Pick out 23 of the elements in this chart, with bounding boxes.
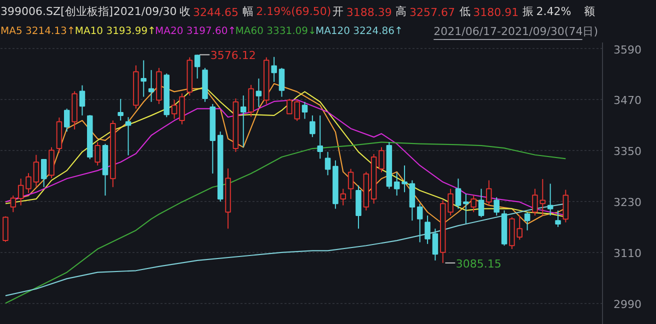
text: 额 (584, 5, 596, 18)
y-tick-label: 3110 (614, 246, 642, 260)
text: MA120 3224.86↑ (315, 26, 403, 37)
text: 开 3188.39 (332, 5, 392, 19)
text: 收 3244.65 (179, 5, 239, 19)
y-tick-label: 3230 (614, 196, 642, 210)
y-tick-label: 3470 (614, 94, 642, 108)
text: 振 2.42% (522, 5, 572, 18)
text: 低 3180.91 (459, 5, 519, 19)
text: MA60 3331.09↓ (235, 26, 316, 37)
y-tick-label: 3350 (614, 145, 642, 158)
annotation: 3085.15 (456, 257, 502, 270)
chart-subtitle: 2021/09/30 (113, 5, 177, 18)
text: 高 3257.67 (396, 5, 455, 19)
text: MA5 3214.13↑ (0, 26, 76, 37)
text: 幅 2.19%(69.50) (242, 5, 332, 18)
y-tick-label: 3590 (614, 43, 642, 56)
y-tick-label: 2990 (614, 298, 642, 311)
chart-title: 399006.SZ[创业板指] (0, 5, 114, 18)
annotation: 3576.12 (210, 49, 256, 62)
text: 2021/06/17-2021/09/30(74日) (434, 25, 598, 38)
text: MA10 3193.99↑ (74, 26, 156, 37)
text: MA20 3197.60↑ (155, 26, 236, 37)
